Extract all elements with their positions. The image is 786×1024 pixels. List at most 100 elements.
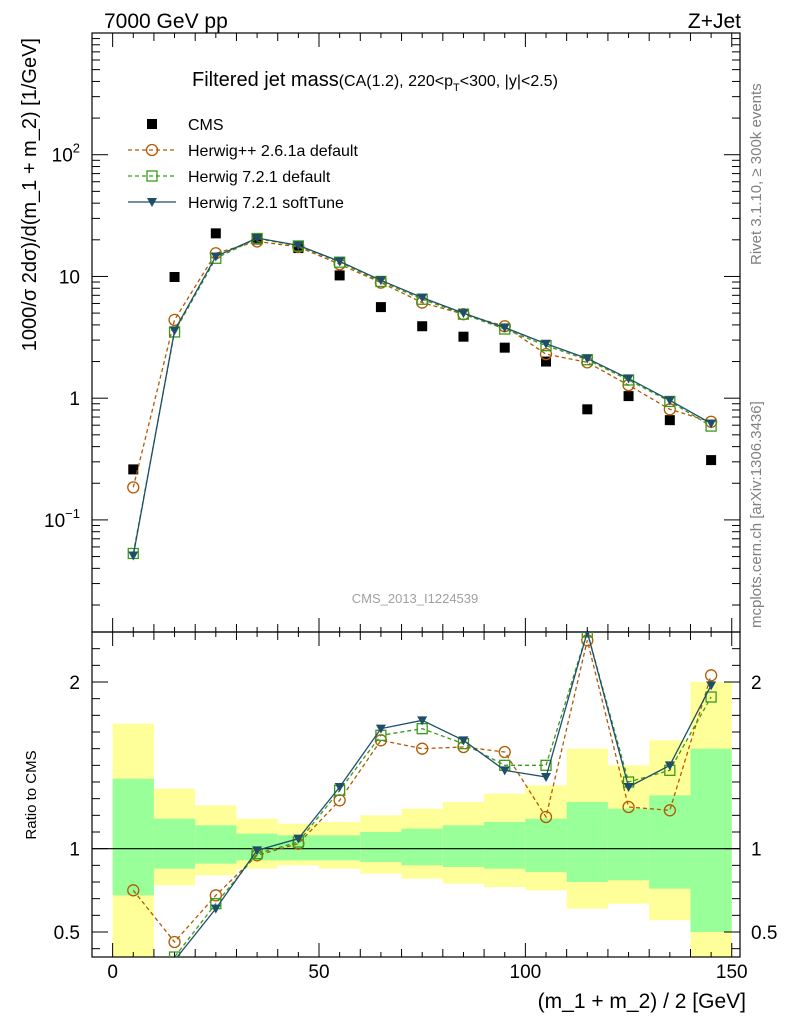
herwig-7-2-1-softtune-ratio-point — [623, 783, 634, 792]
header-right: Z+Jet — [688, 10, 741, 33]
cms-point — [169, 271, 180, 282]
herwig-2-6-1a-default-line — [132, 240, 712, 488]
plot-title-sub-index: T — [453, 82, 460, 94]
mcplots-label: mcplots.cern.ch [arXiv:1306.3436] — [748, 401, 765, 628]
cms-point — [417, 321, 428, 332]
cms-point — [334, 270, 345, 281]
herwig-2-6-1a-default-ratio-point — [704, 669, 718, 682]
herwig-7-2-1-default-point — [292, 240, 305, 252]
cms-point — [128, 464, 139, 475]
ratio-plot-frame — [91, 631, 741, 958]
herwig-7-2-1-default-ratio-point — [168, 951, 181, 957]
axes: 0 50 100 150 10−1 1 10 102 0.5 0.5 1 1 2 2 — [44, 32, 777, 983]
green-band-bin — [690, 748, 732, 932]
herwig-7-2-1-softtune-ratio-point — [706, 681, 717, 691]
x-tick-label: 0 — [107, 962, 118, 983]
main-y-axis-label: 1000/σ 2dσ)/d(m_1 + m_2) [1/GeV] — [19, 38, 41, 351]
herwig-2-6-1a-default-point — [127, 481, 140, 494]
green-band-bin — [153, 818, 196, 869]
data-series — [127, 228, 718, 957]
plot-title-main: Filtered jet mass — [192, 69, 339, 91]
herwig-7-2-1-softtune-ratio-point — [541, 773, 552, 782]
herwig-7-2-1-softtune-point — [664, 396, 675, 406]
herwig-7-2-1-softtune-point — [128, 551, 139, 561]
herwig-2-6-1a-default-ratio-point — [622, 800, 635, 814]
ratio-y-tick-label: 2 — [751, 673, 762, 694]
ratio-y-tick-label: 1 — [69, 840, 80, 861]
legend-label-herwig-7-2-1-softtune: Herwig 7.2.1 softTune — [188, 195, 344, 212]
herwig-2-6-1a-default-ratio-line — [132, 640, 712, 944]
legend-label-cms: CMS — [188, 117, 224, 134]
herwig-7-2-1-softtune-ratio-point — [210, 904, 221, 914]
herwig-7-2-1-softtune-point — [623, 374, 634, 384]
ratio-y-tick-label: 0.5 — [751, 923, 777, 944]
y-tick-label: 1 — [69, 389, 80, 410]
x-tick-label: 100 — [510, 962, 542, 983]
legend: CMS Herwig++ 2.6.1a default Herwig 7.2.1 d… — [128, 117, 358, 212]
header-left: 7000 GeV pp — [104, 10, 228, 33]
green-band-bin — [442, 825, 485, 867]
y-tick-exponent: 2 — [73, 141, 80, 156]
herwig-7-2-1-softtune-point — [706, 419, 717, 429]
ratio-y-tick-label: 1 — [751, 840, 762, 861]
cms-point — [664, 415, 675, 426]
cms-point — [458, 331, 469, 342]
plot-title: Filtered jet mass(CA(1.2), 220<pT<300, |… — [192, 69, 558, 94]
legend-label-herwig-7-2-1-default: Herwig 7.2.1 default — [188, 169, 331, 186]
herwig-7-2-1-softtune-ratio-point — [252, 846, 263, 856]
herwig-7-2-1-default-ratio-point — [540, 759, 552, 771]
herwig-7-2-1-softtune-point — [541, 339, 552, 349]
herwig-7-2-1-softtune-ratio-point — [293, 834, 304, 844]
cms-point — [375, 302, 386, 313]
green-band-bin — [484, 822, 526, 869]
rivet-label: Rivet 3.1.10, ≥ 300k events — [748, 83, 765, 265]
cms-point — [706, 455, 717, 466]
green-band-bin — [607, 808, 650, 881]
green-band-bin — [525, 818, 567, 872]
ratio-y-axis-label: Ratio to CMS — [23, 750, 40, 839]
herwig-2-6-1a-default-ratio-point — [539, 810, 553, 824]
green-band-bin — [401, 828, 443, 866]
herwig-2-6-1a-default-ratio-point — [127, 884, 140, 897]
herwig-7-2-1-default-ratio-line — [173, 632, 712, 957]
herwig-7-2-1-softtune-point — [293, 241, 304, 251]
herwig-7-2-1-softtune-ratio-point — [458, 736, 469, 746]
cms-point — [541, 356, 552, 367]
x-axis-label: (m_1 + m_2) / 2 [GeV] — [538, 990, 746, 1013]
herwig-2-6-1a-default-ratio-point — [209, 889, 222, 902]
herwig-2-6-1a-default-ratio-point — [498, 745, 511, 759]
y-tick-label: 102 — [52, 141, 80, 167]
herwig-7-2-1-default-point — [333, 256, 346, 268]
herwig-7-2-1-default-ratio-point — [705, 691, 717, 703]
y-tick-exponent: −1 — [65, 506, 80, 521]
herwig-7-2-1-softtune-ratio-point — [334, 783, 345, 792]
ratio-y-tick-label: 0.5 — [54, 923, 80, 944]
herwig-2-6-1a-default-ratio-point — [416, 742, 429, 755]
ratio-series-group — [127, 632, 718, 957]
y-tick-label: 10−1 — [44, 506, 80, 532]
green-band-bin — [649, 795, 691, 889]
cms-point — [210, 228, 221, 239]
main-series-group — [127, 228, 718, 561]
watermark: CMS_2013_I1224539 — [352, 591, 479, 606]
herwig-7-2-1-softtune-point — [499, 323, 510, 333]
legend-label-herwig-2-6-1a-default: Herwig++ 2.6.1a default — [188, 143, 358, 160]
herwig-7-2-1-softtune-ratio-point — [417, 716, 428, 726]
plot-title-sub-tail: <300, |y|<2.5) — [460, 73, 558, 90]
legend-marker-herwig-7-2-1-default — [146, 170, 158, 182]
herwig-7-2-1-softtune-ratio-point — [375, 724, 386, 734]
legend-marker-herwig-2-6-1a-default — [145, 143, 159, 157]
cms-point — [623, 391, 634, 402]
herwig-7-2-1-softtune-point — [210, 252, 221, 262]
herwig-7-2-1-softtune-point — [252, 233, 263, 243]
green-band-bin — [360, 832, 402, 862]
plot-title-sub: (CA(1.2), 220<p — [339, 73, 453, 90]
green-band-bin — [319, 835, 361, 861]
green-band-bin — [566, 802, 608, 882]
herwig-7-2-1-softtune-ratio-point — [499, 766, 510, 776]
green-band-bin — [195, 825, 237, 864]
x-tick-label: 150 — [716, 962, 748, 983]
herwig-7-2-1-softtune-ratio-point — [664, 761, 675, 771]
y-tick-label: 10 — [59, 267, 80, 288]
